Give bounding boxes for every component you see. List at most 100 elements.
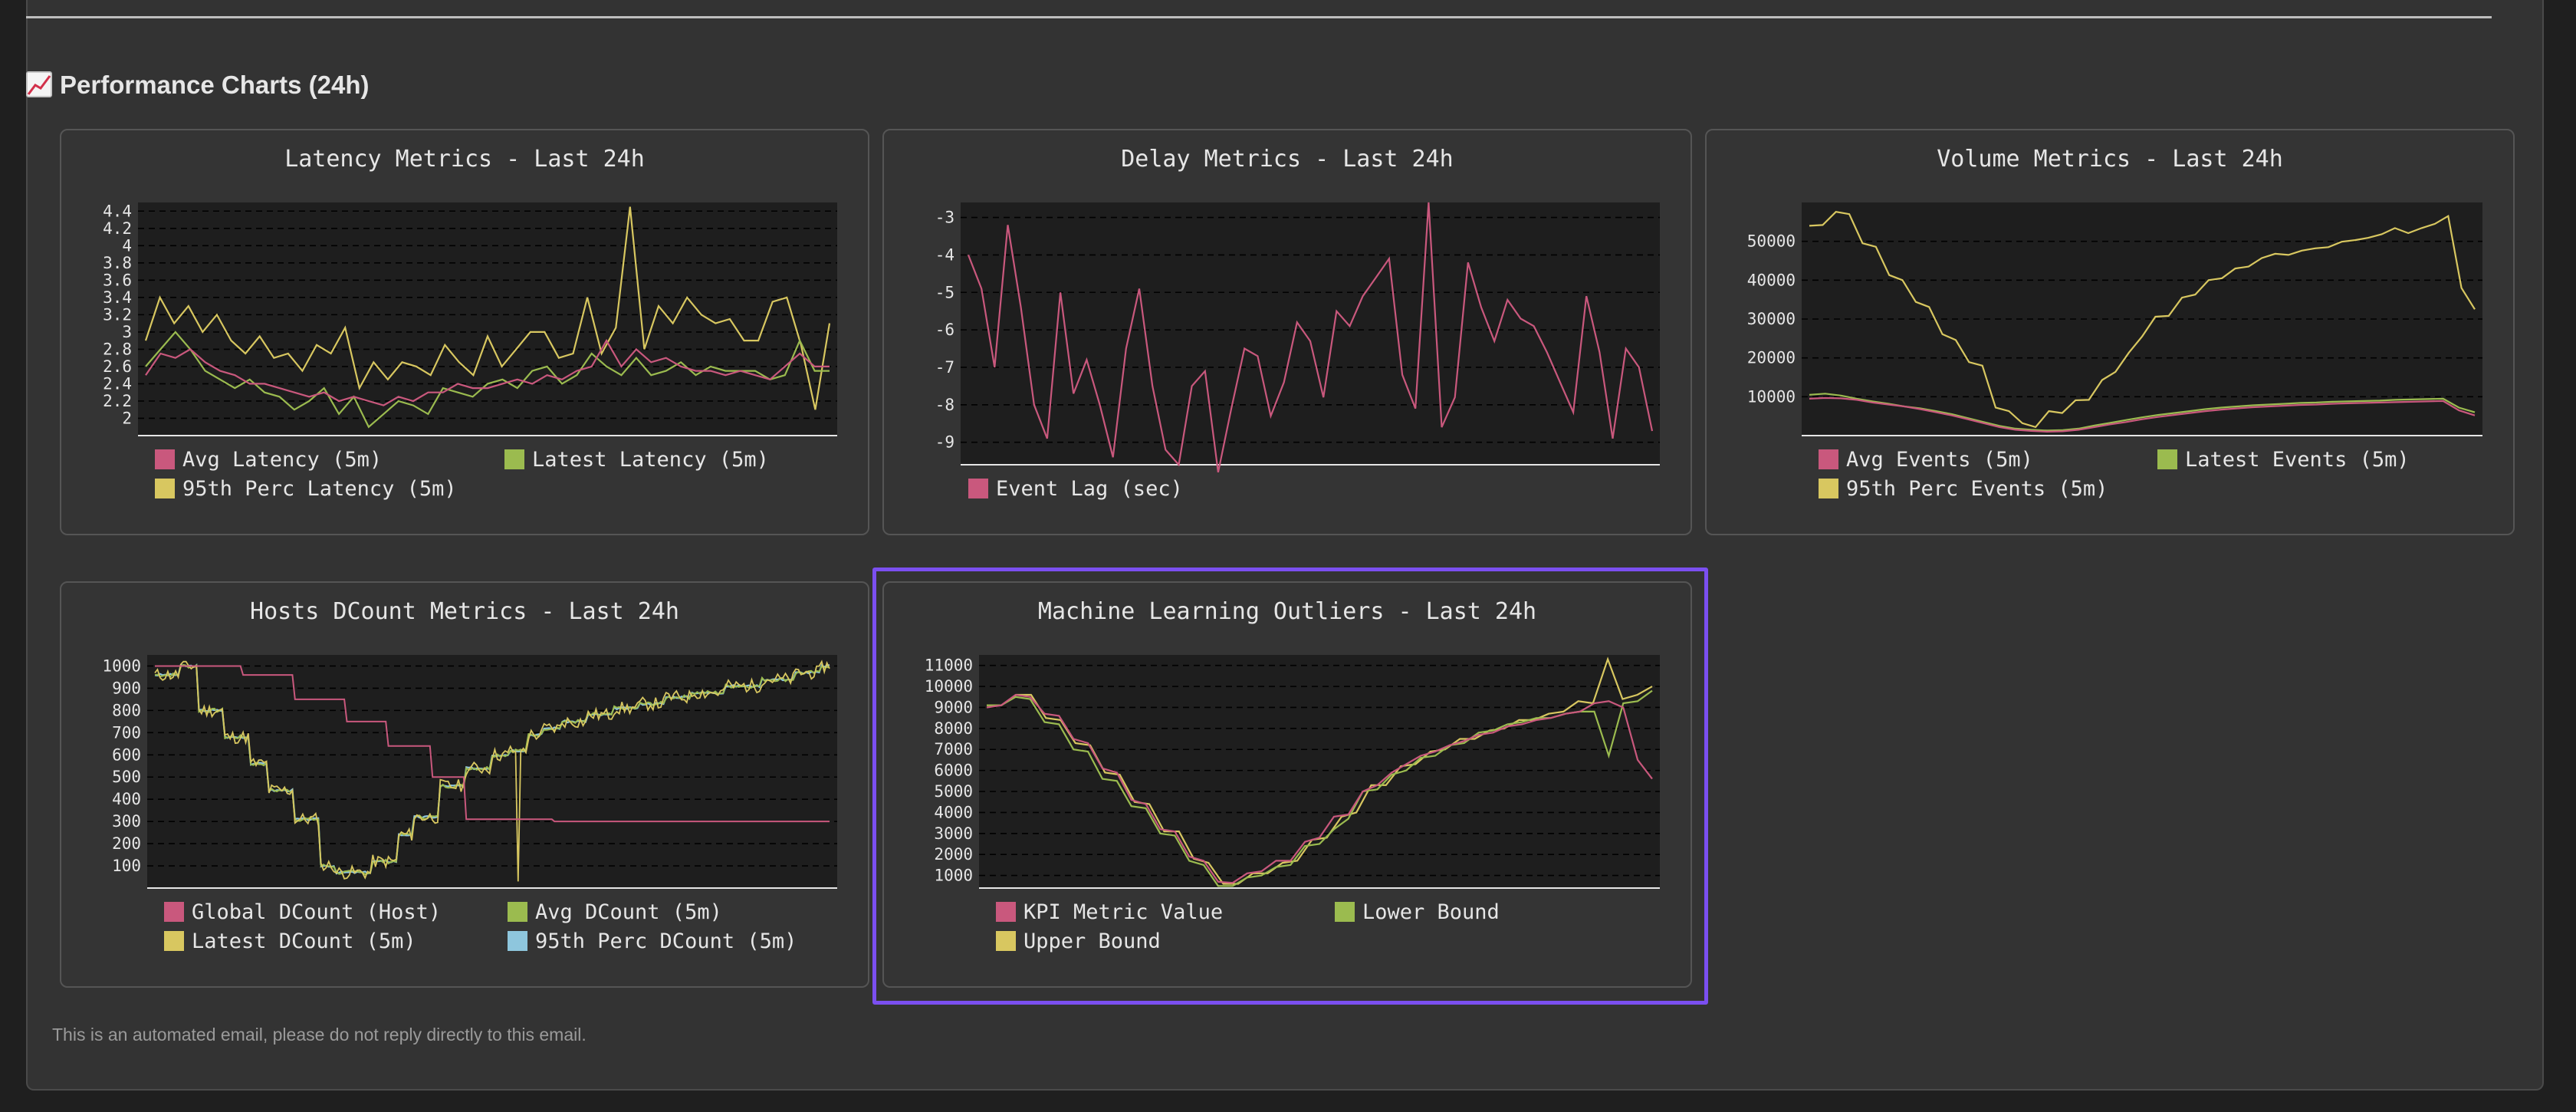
- section-title: Performance Charts (24h): [26, 71, 369, 100]
- chart-panel-volume: Volume Metrics - Last 24h 50000 40000 3000…: [1705, 129, 2515, 535]
- legend-item: Upper Bound: [996, 929, 1161, 953]
- legend-label: Avg Events (5m): [1846, 448, 2033, 472]
- y-tick-label: 2.4: [103, 374, 132, 393]
- y-tick-label: 700: [112, 723, 141, 742]
- y-tick-label: 4.4: [103, 202, 132, 220]
- chart-title: Latency Metrics - Last 24h: [284, 146, 645, 173]
- legend-swatch: [508, 931, 527, 951]
- y-tick-label: 6000: [934, 762, 973, 780]
- legend-swatch: [1335, 902, 1355, 922]
- legend-label: 95th Perc Latency (5m): [182, 477, 457, 501]
- chart-panel-delay: Delay Metrics - Last 24h -3 -4 -5 -6 -7 -8 -9 …: [882, 129, 1692, 535]
- y-tick-label: -5: [935, 283, 955, 301]
- legend-swatch: [508, 902, 527, 922]
- y-tick-label: -6: [935, 321, 955, 339]
- legend-swatch: [155, 479, 175, 498]
- y-tick-label: 20000: [1747, 349, 1796, 367]
- series-line-95th-perc-latency-5m-: [144, 206, 831, 410]
- plot-area: [961, 202, 1660, 465]
- y-tick-label: 3.6: [103, 271, 132, 289]
- legend-label: Avg Latency (5m): [182, 448, 383, 472]
- series-line-event-lag-sec-: [967, 202, 1654, 473]
- y-tick-label: 4000: [934, 803, 973, 821]
- y-tick-label: 9000: [934, 698, 973, 716]
- y-tick-label: 30000: [1747, 310, 1796, 328]
- series-line-lower-bound: [987, 689, 1653, 887]
- chart-title: Machine Learning Outliers - Last 24h: [1037, 598, 1537, 625]
- y-tick-label: 10000: [925, 677, 973, 696]
- legend-label: Global DCount (Host): [192, 900, 442, 924]
- legend-label: Event Lag (sec): [996, 477, 1183, 501]
- plot-area: [147, 655, 837, 888]
- series-line-global-dcount: [155, 665, 830, 823]
- y-tick-label: 3.4: [103, 288, 132, 307]
- y-tick-label: 400: [112, 790, 141, 808]
- y-tick-label: 50000: [1747, 232, 1796, 251]
- legend-item: Latest DCount (5m): [164, 929, 416, 953]
- section-title-text: Performance Charts (24h): [60, 71, 370, 99]
- legend-item: Avg Latency (5m): [155, 448, 382, 472]
- legend-swatch: [155, 449, 175, 469]
- legend-item: 95th Perc Events (5m): [1819, 477, 2108, 501]
- legend-label: Latest Latency (5m): [532, 448, 769, 472]
- y-tick-label: 3.2: [103, 305, 132, 324]
- y-tick-label: -4: [935, 245, 955, 264]
- y-tick-label: 300: [112, 812, 141, 831]
- chart-title: Delay Metrics - Last 24h: [1121, 146, 1454, 173]
- y-tick-label: 2: [122, 409, 132, 427]
- legend-swatch: [164, 902, 184, 922]
- legend-swatch: [996, 931, 1016, 951]
- legend-swatch: [1819, 449, 1838, 469]
- legend-swatch: [504, 449, 524, 469]
- y-tick-label: 600: [112, 745, 141, 764]
- y-tick-label: 3: [122, 323, 132, 341]
- legend-item: Avg DCount (5m): [508, 900, 722, 924]
- footer-note: This is an automated email, please do no…: [52, 1025, 586, 1045]
- legend-item: Event Lag (sec): [968, 477, 1183, 501]
- divider-rule: [26, 16, 2492, 18]
- y-tick-label: 200: [112, 834, 141, 853]
- legend-item: Lower Bound: [1335, 900, 1500, 924]
- selection-highlight: [872, 568, 1708, 1005]
- ml-outliers-chart: 11000 10000 9000 8000 7000 6000 5000 4000 3000 20…: [925, 655, 1660, 889]
- y-tick-label: 1000: [102, 656, 141, 675]
- y-tick-label: -7: [935, 358, 955, 377]
- y-tick-label: 800: [112, 701, 141, 719]
- chart-panel-latency: Latency Metrics - Last 24h 4.4 4.2 4 3.8 3.6…: [60, 129, 869, 535]
- y-tick-label: 4.2: [103, 219, 132, 238]
- latency-chart: 4.44.243.83.63.43.232.82.62.42.22: [103, 202, 837, 436]
- legend-label: Latest DCount (5m): [192, 929, 416, 953]
- y-tick-label: -3: [935, 209, 955, 227]
- legend-swatch: [1819, 479, 1838, 498]
- legend-item: Latest Latency (5m): [504, 448, 769, 472]
- legend-item: Avg Events (5m): [1819, 448, 2033, 472]
- legend-item: KPI Metric Value: [996, 900, 1223, 924]
- y-tick-label: 500: [112, 768, 141, 786]
- y-tick-label: 2.2: [103, 392, 132, 410]
- y-tick-label: -8: [935, 396, 955, 414]
- y-tick-label: 40000: [1747, 271, 1796, 289]
- legend-label: Avg DCount (5m): [535, 900, 722, 924]
- y-tick-label: 2.8: [103, 340, 132, 358]
- legend-swatch: [164, 931, 184, 951]
- legend-item: 95th Perc Latency (5m): [155, 477, 457, 501]
- legend-swatch: [2157, 449, 2177, 469]
- plot-area: [138, 202, 837, 436]
- y-tick-label: 4: [122, 236, 132, 255]
- y-tick-label: 2.6: [103, 357, 132, 376]
- legend-label: KPI Metric Value: [1024, 900, 1224, 924]
- y-tick-label: 11000: [925, 656, 973, 675]
- series-line-avg-events-5m-: [1809, 396, 2476, 433]
- volume-chart: 50000 40000 30000 20000 10000: [1747, 202, 2482, 436]
- series-line-latest-latency-5m-: [145, 331, 830, 429]
- legend-label: 95th Perc Events (5m): [1846, 477, 2108, 501]
- legend-label: Upper Bound: [1024, 929, 1161, 953]
- legend-item: Global DCount (Host): [164, 900, 441, 924]
- legend-label: Lower Bound: [1362, 900, 1500, 924]
- y-tick-label: 5000: [934, 782, 973, 801]
- chart-title: Volume Metrics - Last 24h: [1937, 146, 2283, 173]
- series-line-avg-latency-5m-: [145, 338, 830, 406]
- chart-title: Hosts DCount Metrics - Last 24h: [250, 598, 679, 625]
- y-tick-label: -9: [935, 433, 955, 452]
- y-tick-label: 900: [112, 679, 141, 697]
